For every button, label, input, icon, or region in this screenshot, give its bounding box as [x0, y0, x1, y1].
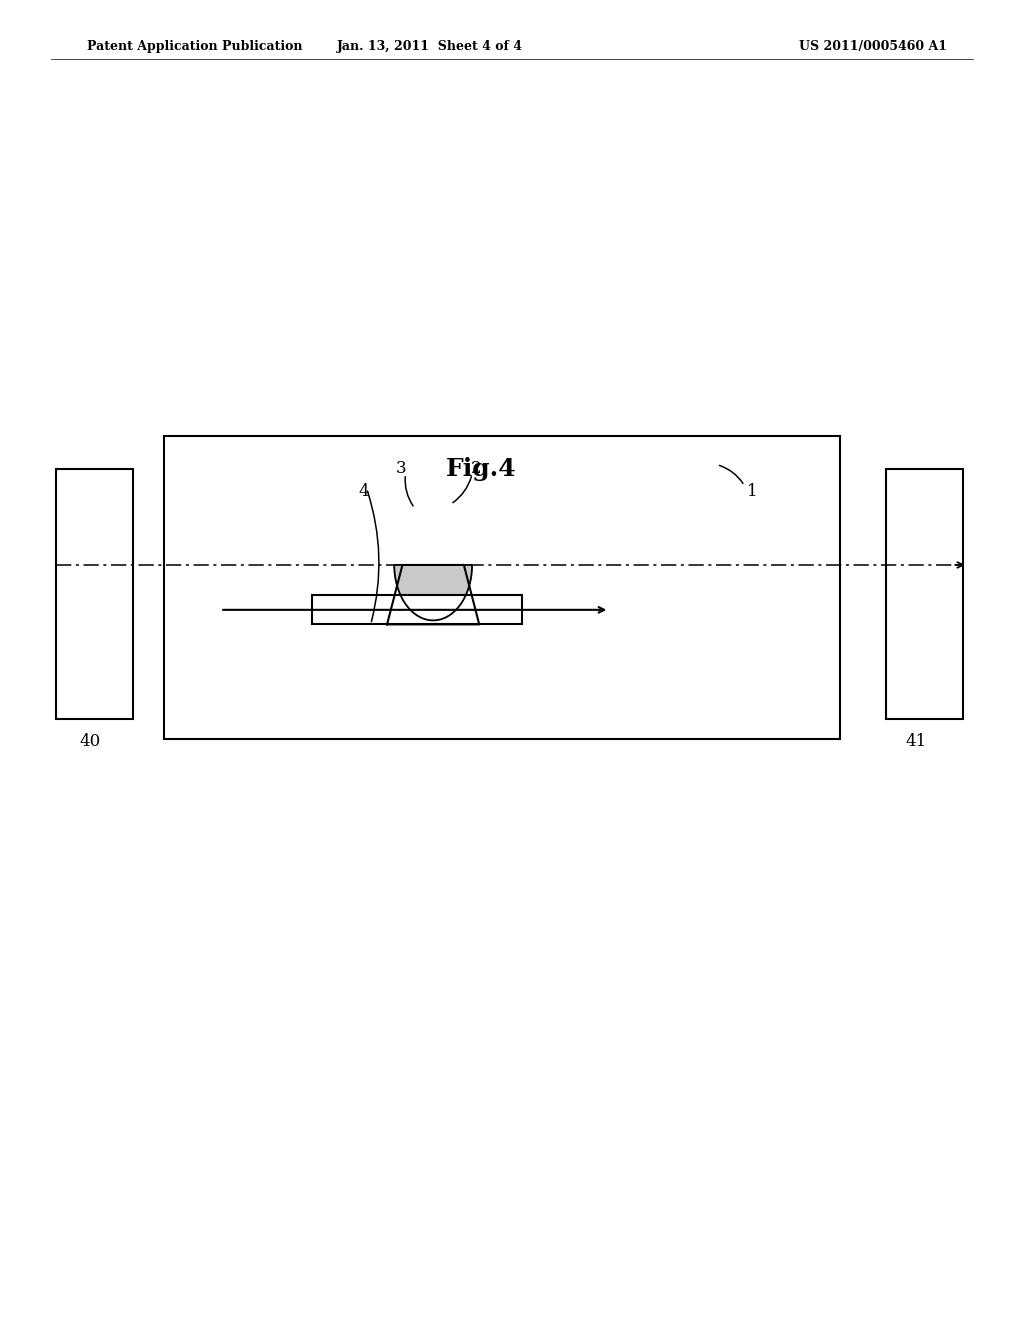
Text: 2: 2: [471, 461, 481, 477]
Text: 40: 40: [80, 734, 100, 750]
Text: Jan. 13, 2011  Sheet 4 of 4: Jan. 13, 2011 Sheet 4 of 4: [337, 40, 523, 53]
Text: 3: 3: [396, 461, 407, 477]
Text: Fig.4: Fig.4: [446, 457, 516, 480]
Bar: [56, 469, 133, 719]
Bar: [164, 436, 840, 739]
Text: US 2011/0005460 A1: US 2011/0005460 A1: [799, 40, 947, 53]
Polygon shape: [394, 565, 472, 620]
Text: 41: 41: [906, 734, 927, 750]
Text: Patent Application Publication: Patent Application Publication: [87, 40, 302, 53]
Text: 4: 4: [358, 483, 369, 499]
Bar: [886, 469, 963, 719]
Text: 1: 1: [748, 483, 758, 499]
Bar: [312, 595, 522, 624]
